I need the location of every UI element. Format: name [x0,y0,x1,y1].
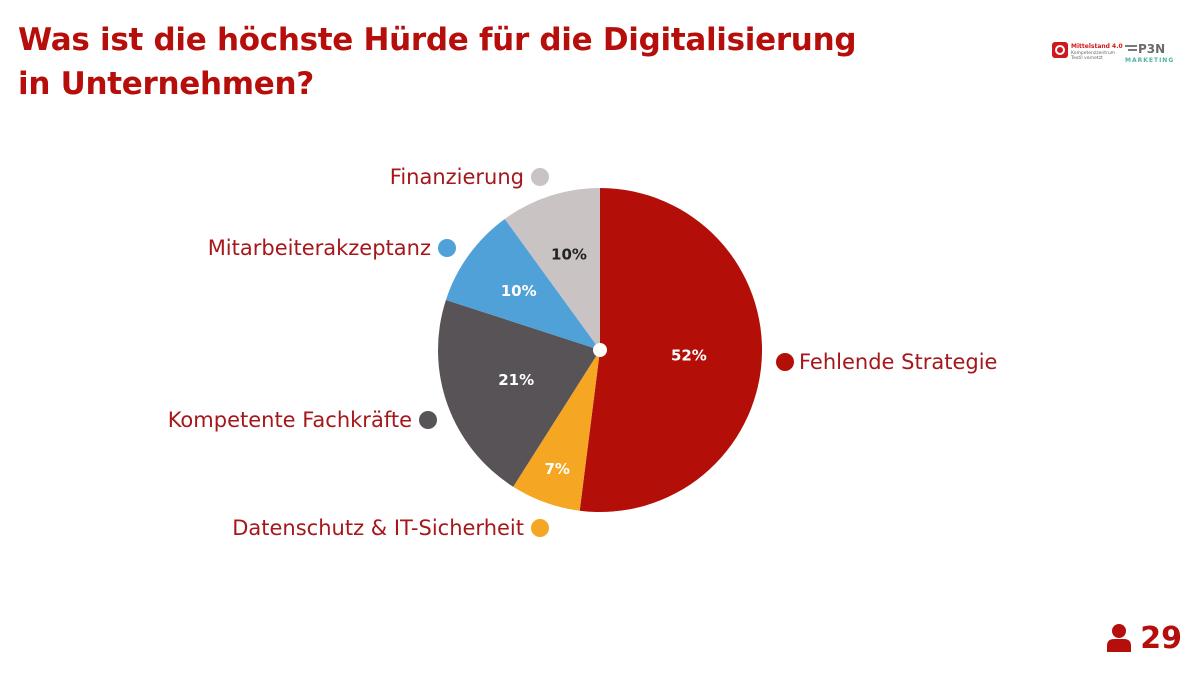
pie-value-label-datenschutz-it-sicherheit: 7% [544,460,569,478]
pie-center-dot [593,343,607,357]
legend-marker [531,519,549,537]
p3n-logo-subtitle: MARKETING [1125,57,1174,64]
page-title: Was ist die höchste Hürde für die Digita… [18,22,857,102]
pie-slice-datenschutz-it-sicherheit [513,350,600,511]
pie-value-label-fehlende-strategie: 52% [671,347,707,365]
mittelstand-logo: Mittelstand 4.0 Kompetenzzentrum Textil … [1052,42,1123,61]
mittelstand-logo-sub1: Kompetenzzentrum [1071,50,1115,56]
legend-item-mitarbeiterakzeptanz: Mitarbeiterakzeptanz [208,236,456,260]
participant-counter: 29 [1106,618,1182,658]
legend-marker [531,168,549,186]
mittelstand-logo-mark [1052,42,1068,58]
pie-value-label-finanzierung: 10% [551,246,587,264]
pie-value-label-mitarbeiterakzeptanz: 10% [501,282,537,300]
legend-marker [419,411,437,429]
participant-count: 29 [1140,620,1182,656]
pie-slice-kompetente-fachkräfte [438,299,600,487]
legend-marker [776,353,794,371]
pie-value-label-kompetente-fachkräfte: 21% [498,371,534,389]
person-icon [1107,624,1132,652]
legend-item-datenschutz-it-sicherheit: Datenschutz & IT-Sicherheit [232,516,549,540]
legend-marker [438,239,456,257]
pie-slice-fehlende-strategie [579,188,763,512]
mittelstand-logo-title: Mittelstand 4.0 [1071,43,1123,50]
legend-label: Kompetente Fachkräfte [168,408,412,432]
legend-item-kompetente-fachkräfte: Kompetente Fachkräfte [168,408,437,432]
legend-item-finanzierung: Finanzierung [390,165,549,189]
legend-label: Mitarbeiterakzeptanz [208,236,431,260]
p3n-logo: P3N MARKETING [1125,42,1174,64]
legend-label: Fehlende Strategie [799,350,997,374]
legend-label: Finanzierung [390,165,524,189]
p3n-logo-text: P3N [1138,42,1165,56]
legend-label: Datenschutz & IT-Sicherheit [232,516,524,540]
pie-slice-mitarbeiterakzeptanz [445,218,600,350]
legend-item-fehlende-strategie: Fehlende Strategie [776,350,997,374]
mittelstand-logo-sub2: Textil vernetzt [1070,55,1103,61]
pie-slice-finanzierung [504,188,600,350]
partner-logos: Mittelstand 4.0 Kompetenzzentrum Textil … [1052,42,1174,64]
